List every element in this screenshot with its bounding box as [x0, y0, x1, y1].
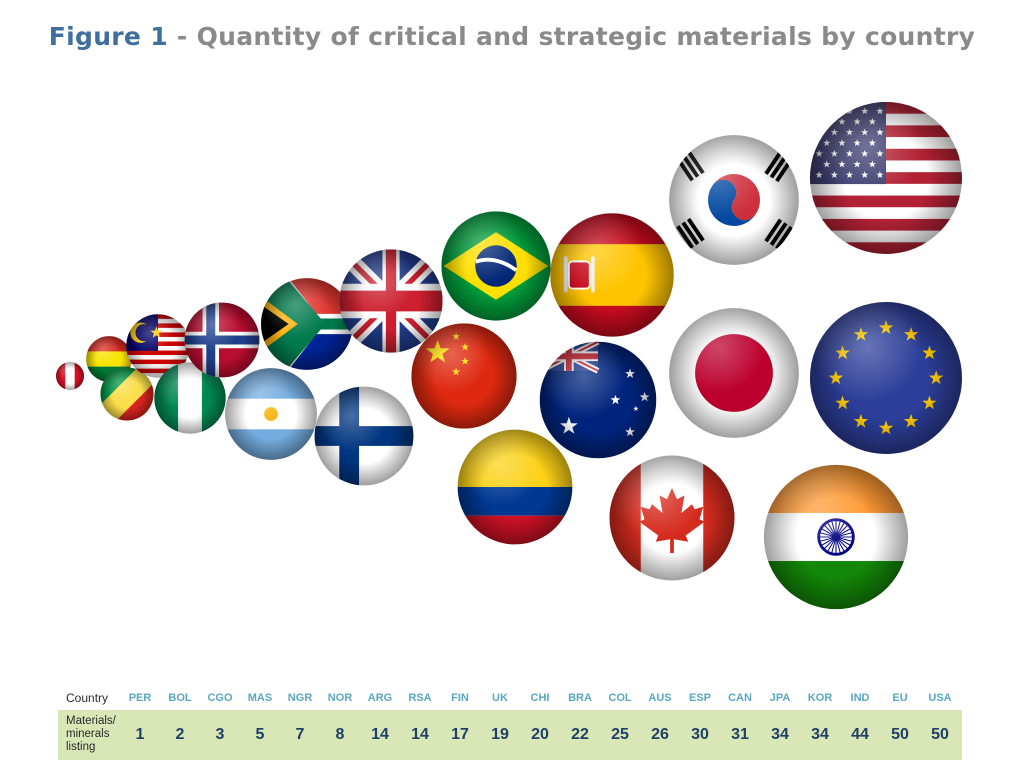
- material-count-bra: 22: [571, 726, 589, 743]
- bubble-norway: [184, 302, 260, 378]
- material-count-bol: 2: [175, 726, 185, 743]
- values-row-label: Materials/ minerals listing: [66, 715, 116, 753]
- material-count-chi: 20: [531, 726, 549, 743]
- material-count-ind: 44: [851, 726, 869, 743]
- country-code-mas: MAS: [247, 692, 273, 704]
- country-code-rsa: RSA: [408, 692, 432, 704]
- bubble-australia: [539, 341, 657, 459]
- country-code-col: COL: [608, 692, 632, 704]
- bubble-european-union: [810, 302, 962, 454]
- bubble-india: [763, 464, 909, 610]
- figure-number: Figure 1: [48, 22, 168, 51]
- country-code-esp: ESP: [688, 692, 711, 704]
- country-code-eu: EU: [892, 692, 908, 704]
- bubble-congo: [100, 367, 154, 421]
- bubble-united-states: [810, 102, 962, 254]
- bubble-colombia: [457, 429, 573, 545]
- material-count-esp: 30: [691, 726, 709, 743]
- country-code-usa: USA: [928, 692, 952, 704]
- country-code-jpa: JPA: [769, 692, 791, 704]
- material-count-eu: 50: [891, 726, 909, 743]
- bubble-argentina: [225, 368, 317, 460]
- flag-bubble-chart: [56, 102, 962, 610]
- material-count-nor: 8: [335, 726, 345, 743]
- figure-caption: - Quantity of critical and strategic mat…: [167, 22, 976, 51]
- country-code-ind: IND: [850, 692, 870, 704]
- material-count-mas: 5: [255, 726, 265, 743]
- country-code-per: PER: [128, 692, 152, 704]
- country-code-fin: FIN: [451, 692, 469, 704]
- material-count-rsa: 14: [411, 726, 429, 743]
- material-count-jpa: 34: [771, 726, 789, 743]
- country-code-kor: KOR: [807, 692, 833, 704]
- country-code-chi: CHI: [530, 692, 550, 704]
- bubble-nigeria: [154, 362, 226, 434]
- country-code-uk: UK: [492, 692, 508, 704]
- country-row-label: Country: [66, 691, 109, 705]
- bubble-spain: [550, 213, 674, 337]
- bubble-canada: [609, 455, 735, 581]
- country-code-can: CAN: [728, 692, 752, 704]
- material-count-ngr: 7: [295, 726, 305, 743]
- material-count-fin: 17: [451, 726, 469, 743]
- country-code-cgo: CGO: [207, 692, 233, 704]
- bubble-south-africa: [261, 278, 353, 370]
- bubble-malaysia: [126, 314, 190, 378]
- bubble-china: [411, 323, 517, 429]
- material-count-aus: 26: [651, 726, 669, 743]
- material-count-col: 25: [611, 726, 629, 743]
- country-row: Country PER BOL CGO MAS NGR NOR ARG RSA FIN UK CHI…: [58, 688, 962, 708]
- country-code-bra: BRA: [568, 692, 592, 704]
- country-code-arg: ARG: [367, 692, 393, 704]
- country-code-bol: BOL: [168, 692, 192, 704]
- material-count-cgo: 3: [215, 726, 225, 743]
- material-count-kor: 34: [811, 726, 829, 743]
- material-count-usa: 50: [931, 726, 949, 743]
- material-count-per: 1: [135, 726, 145, 743]
- bubble-finland: [314, 386, 414, 486]
- bubble-south-korea: [669, 135, 799, 265]
- country-code-ngr: NGR: [287, 692, 313, 704]
- material-count-arg: 14: [371, 726, 389, 743]
- bubble-japan: [669, 308, 799, 438]
- material-count-uk: 19: [491, 726, 509, 743]
- country-code-nor: NOR: [327, 692, 353, 704]
- chart-title: Figure 1 - Quantity of critical and stra…: [0, 22, 1024, 51]
- bubble-brazil: [441, 211, 551, 321]
- bubble-united-kingdom: [339, 249, 443, 353]
- material-count-can: 31: [731, 726, 749, 743]
- values-row: Materials/ minerals listing 1 2 3 5 7 8 14 14 17…: [58, 710, 962, 760]
- country-code-aus: AUS: [648, 692, 672, 704]
- bubble-peru: [56, 362, 85, 390]
